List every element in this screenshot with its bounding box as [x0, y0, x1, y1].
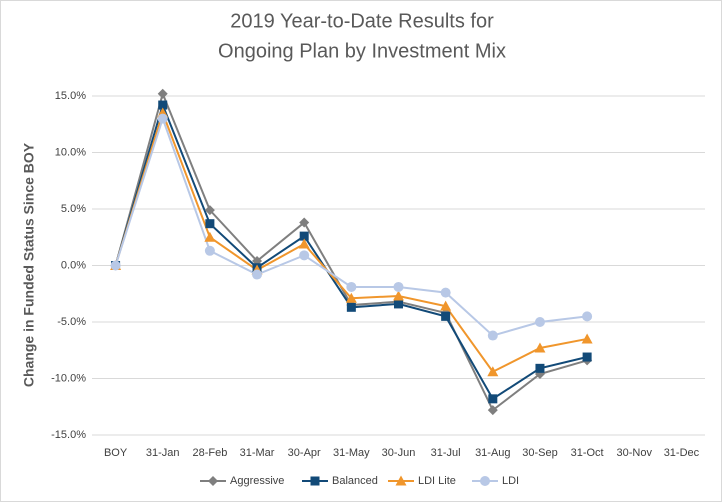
- marker: [440, 300, 452, 311]
- legend-marker: [395, 475, 407, 486]
- legend-marker: [310, 476, 320, 486]
- marker: [346, 302, 356, 312]
- x-tick-label: BOY: [104, 447, 128, 459]
- marker: [252, 269, 263, 280]
- marker: [487, 330, 498, 341]
- marker: [299, 231, 309, 241]
- marker: [581, 333, 593, 344]
- x-tick-label: 31-Mar: [240, 447, 275, 459]
- y-tick-label: 15.0%: [55, 90, 86, 102]
- x-tick-label: 31-Jan: [146, 447, 180, 459]
- marker: [488, 394, 498, 404]
- legend-label: LDI Lite: [418, 475, 456, 487]
- chart-title: 2019 Year-to-Date Results for: [230, 10, 494, 32]
- marker: [204, 245, 215, 256]
- marker: [345, 292, 357, 303]
- y-tick-label: 0.0%: [61, 259, 86, 271]
- y-tick-label: 10.0%: [55, 146, 86, 158]
- legend-marker: [480, 476, 490, 486]
- y-tick-label: -15.0%: [51, 429, 86, 441]
- x-tick-label: 30-Sep: [522, 447, 557, 459]
- x-tick-label: 30-Nov: [617, 447, 653, 459]
- x-tick-label: 28-Feb: [192, 447, 227, 459]
- y-tick-label: -5.0%: [57, 316, 86, 328]
- y-tick-label: -10.0%: [51, 372, 86, 384]
- x-tick-label: 31-Dec: [664, 447, 700, 459]
- legend-marker: [208, 476, 218, 486]
- marker: [487, 405, 498, 416]
- marker: [441, 311, 451, 321]
- marker: [487, 366, 499, 377]
- marker: [110, 260, 121, 271]
- x-tick-label: 31-Jul: [431, 447, 461, 459]
- legend-label: LDI: [502, 475, 519, 487]
- marker: [298, 238, 310, 249]
- x-tick-label: 30-Jun: [382, 447, 416, 459]
- marker: [158, 100, 168, 110]
- marker: [299, 250, 310, 261]
- y-tick-label: 5.0%: [61, 203, 86, 215]
- marker: [393, 290, 404, 301]
- marker: [205, 219, 215, 229]
- x-tick-label: 31-Oct: [571, 447, 604, 459]
- marker: [394, 299, 403, 309]
- marker: [393, 281, 404, 292]
- marker: [440, 287, 451, 298]
- marker: [299, 217, 310, 228]
- marker: [346, 281, 357, 292]
- marker: [535, 363, 545, 373]
- marker: [534, 317, 545, 327]
- x-tick-label: 31-May: [333, 447, 370, 459]
- x-tick-label: 30-Apr: [288, 447, 321, 459]
- marker: [582, 352, 592, 362]
- marker: [582, 311, 593, 322]
- marker: [204, 231, 216, 242]
- chart-title: Ongoing Plan by Investment Mix: [218, 40, 506, 62]
- marker: [204, 205, 215, 216]
- y-axis-label: Change in Funded Status Since BOY: [21, 142, 37, 387]
- marker: [157, 88, 168, 99]
- x-tick-label: 31-Aug: [475, 447, 510, 459]
- legend-label: Balanced: [332, 475, 378, 487]
- marker: [534, 342, 546, 353]
- marker: [157, 113, 168, 124]
- legend-label: Aggressive: [230, 475, 284, 487]
